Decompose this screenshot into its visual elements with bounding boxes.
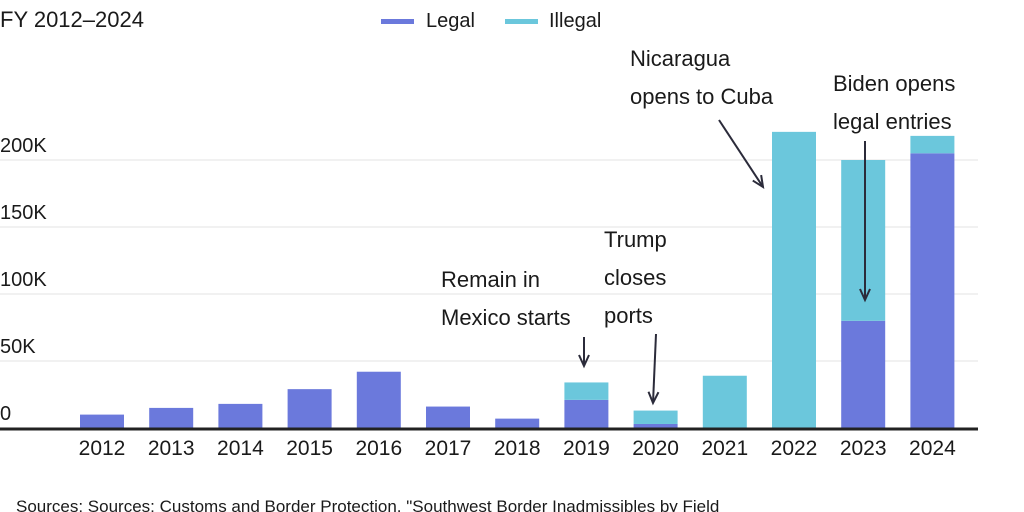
bar-legal-2018	[495, 418, 540, 428]
y-tick-label: 150K	[0, 202, 47, 224]
annotation-text: Mexico starts	[441, 305, 571, 330]
y-tick-label: 100K	[0, 269, 47, 291]
annotation-2020: Trump closes ports	[604, 227, 667, 406]
x-tick-label: 2012	[79, 437, 126, 460]
bar-legal-2020	[633, 423, 678, 428]
bar-legal-2012	[80, 414, 124, 428]
bar-illegal-2021	[702, 375, 747, 428]
bar-legal-2016	[356, 371, 401, 428]
legend-swatch-illegal	[505, 19, 538, 24]
x-tick-label: 2015	[286, 437, 333, 460]
annotation-arrowhead	[859, 288, 871, 303]
annotation-2022: Nicaragua opens to Cuba	[630, 46, 774, 190]
x-axis-ticks: 2012 2013 2014 2015 2016 2017 2018 2019 2020 2021…	[79, 437, 956, 460]
y-tick-label: 200K	[0, 135, 47, 157]
annotation-arrowhead	[752, 174, 765, 190]
annotation-2019: Remain in Mexico starts	[441, 267, 590, 369]
legend-label-legal: Legal	[426, 10, 475, 32]
bar-illegal-2024	[910, 135, 955, 154]
x-tick-label: 2019	[563, 437, 610, 460]
bar-legal-2017	[426, 406, 470, 428]
annotation-text: Trump	[604, 227, 667, 252]
annotation-arrowhead	[647, 391, 660, 406]
x-tick-label: 2022	[771, 437, 818, 460]
annotation-text: Biden opens	[833, 71, 955, 96]
x-tick-label: 2024	[909, 437, 956, 460]
bars	[80, 131, 955, 429]
bar-legal-2024	[910, 153, 955, 429]
bar-legal-2023	[841, 320, 886, 428]
annotation-text: opens to Cuba	[630, 84, 774, 109]
annotation-text: legal entries	[833, 109, 952, 134]
y-tick-label: 50K	[0, 336, 36, 358]
y-tick-label: 0	[0, 403, 11, 425]
bar-illegal-2020	[633, 410, 678, 424]
chart-subtitle: FY 2012–2024	[0, 7, 144, 32]
x-tick-label: 2018	[494, 437, 541, 460]
x-tick-label: 2013	[148, 437, 195, 460]
legend-swatch-legal	[381, 19, 414, 24]
x-tick-label: 2021	[701, 437, 748, 460]
bar-legal-2019	[564, 399, 609, 428]
legend-label-illegal: Illegal	[549, 10, 601, 32]
x-tick-label: 2016	[355, 437, 402, 460]
annotation-arrow	[718, 119, 764, 188]
x-tick-label: 2020	[632, 437, 679, 460]
x-tick-label: 2017	[425, 437, 472, 460]
annotation-2023: Biden opens legal entries	[833, 71, 955, 303]
x-tick-label: 2014	[217, 437, 264, 460]
x-tick-label: 2023	[840, 437, 887, 460]
annotations: Remain in Mexico starts Trump closes ports Ni…	[441, 46, 955, 406]
annotation-arrow	[652, 333, 657, 404]
source-note: Sources: Sources: Customs and Border Pro…	[16, 497, 719, 512]
annotation-arrowhead	[578, 354, 590, 369]
bar-illegal-2019	[564, 382, 609, 400]
bar-legal-2014	[218, 403, 263, 428]
annotation-text: Nicaragua	[630, 46, 731, 71]
annotation-text: ports	[604, 303, 653, 328]
annotation-text: closes	[604, 265, 666, 290]
legend: Legal Illegal	[381, 10, 601, 32]
bar-legal-2013	[149, 407, 194, 428]
annotation-text: Remain in	[441, 267, 540, 292]
bar-illegal-2022	[772, 131, 816, 429]
bar-legal-2015	[287, 389, 332, 428]
